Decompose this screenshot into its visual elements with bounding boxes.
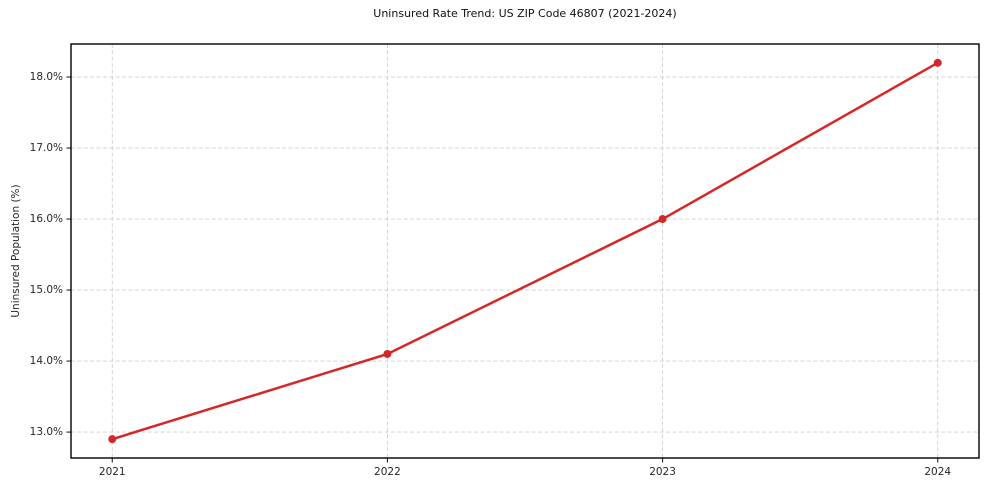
data-point	[383, 349, 392, 358]
y-tick-label: 18.0%	[29, 70, 63, 83]
data-point	[658, 215, 667, 224]
trend-line	[111, 61, 939, 441]
data-point	[108, 435, 117, 444]
y-tick-label: 14.0%	[29, 354, 63, 367]
data-point	[933, 58, 942, 67]
x-tick-label: 2024	[924, 466, 952, 478]
x-tick-label: 2023	[649, 466, 676, 478]
y-tick-label: 17.0%	[29, 141, 63, 154]
x-tick-label: 2022	[374, 466, 401, 478]
x-tick-label: 2021	[98, 466, 126, 478]
plot-frame	[70, 43, 980, 459]
y-tick-label: 15.0%	[29, 283, 63, 296]
y-tick-label: 13.0%	[29, 425, 63, 438]
y-tick-label: 16.0%	[29, 212, 63, 225]
chart-title: Uninsured Rate Trend: US ZIP Code 46807 …	[373, 7, 677, 20]
